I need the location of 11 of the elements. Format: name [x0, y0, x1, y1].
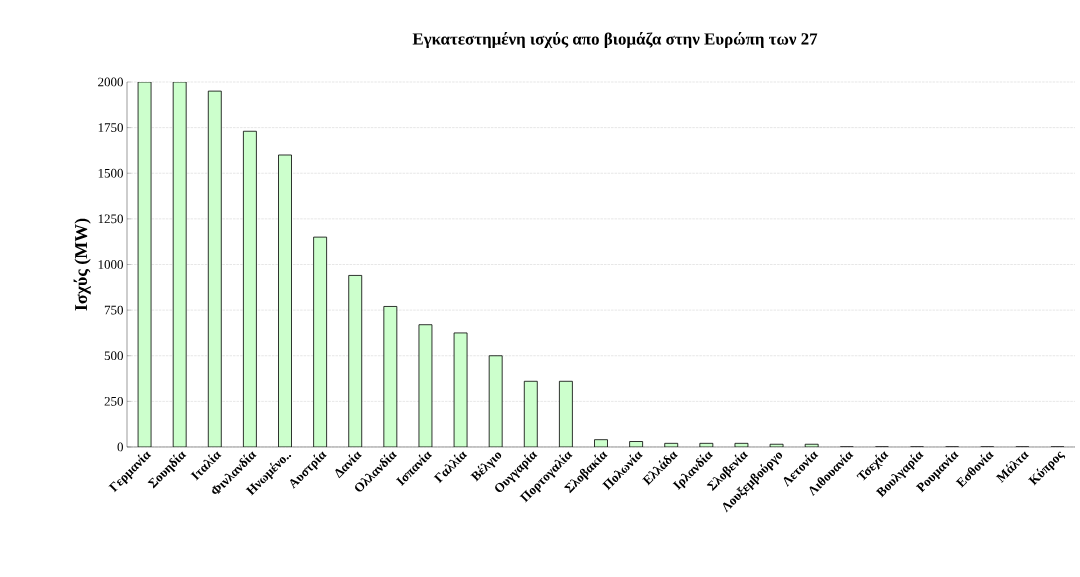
y-tick-label: 1500	[98, 168, 123, 178]
y-tick-label: 0	[117, 442, 123, 452]
y-axis-title: Ισχύς (MW)	[73, 218, 91, 311]
y-tick-label: 1000	[98, 260, 123, 269]
y-tick-label: 1250	[98, 214, 123, 224]
y-tick-label: 2000	[98, 77, 123, 87]
y-tick-label: 500	[104, 351, 123, 361]
y-tick-label: 250	[104, 396, 123, 406]
y-tick-label: 750	[104, 305, 123, 315]
y-tick-label: 1750	[98, 123, 123, 132]
chart-title: Εγκατεστημένη ισχύς απο βιομάζα στην Ευρώπη των 27	[412, 31, 818, 49]
